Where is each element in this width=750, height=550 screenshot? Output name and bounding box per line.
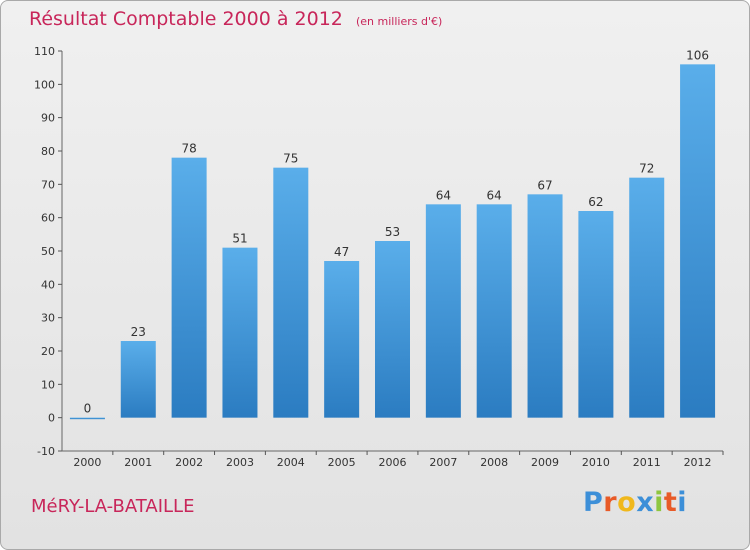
y-tick-label: 20 <box>41 345 55 358</box>
y-tick-label: 40 <box>41 278 55 291</box>
y-tick-label: -10 <box>37 445 55 458</box>
x-tick-label-2005: 2005 <box>328 456 356 469</box>
bar-2010 <box>578 211 614 418</box>
y-tick-label: 50 <box>41 245 55 258</box>
value-label-2004: 75 <box>283 152 298 166</box>
logo-letter: r <box>603 487 618 518</box>
x-tick-label-2000: 2000 <box>73 456 101 469</box>
y-tick-label: 30 <box>41 312 55 325</box>
value-label-2002: 78 <box>181 142 196 156</box>
logo-letter: i <box>677 487 688 518</box>
value-label-2007: 64 <box>436 188 451 202</box>
bar-2012 <box>680 64 716 418</box>
commune-name: MéRY-LA-BATAILLE <box>31 496 195 517</box>
x-tick-label-2001: 2001 <box>124 456 152 469</box>
bar-chart: -10 0 10 20 30 40 50 60 70 80 90 100 110 0 2000 23 2001… <box>34 45 724 469</box>
value-label-2011: 72 <box>639 162 654 176</box>
bar-2008 <box>476 204 512 418</box>
x-tick-label-2002: 2002 <box>175 456 203 469</box>
logo-letter: i <box>654 487 664 518</box>
bar-2005 <box>324 261 360 418</box>
y-tick-label: 100 <box>34 78 55 91</box>
x-tick-label-2006: 2006 <box>379 456 407 469</box>
x-tick-label-2010: 2010 <box>582 456 610 469</box>
bar-2011 <box>629 177 665 418</box>
value-label-2000: 0 <box>84 402 92 416</box>
logo-letter: x <box>636 487 655 518</box>
bar-2009 <box>527 194 563 418</box>
x-tick-label-2011: 2011 <box>633 456 661 469</box>
y-tick-label: 80 <box>41 145 55 158</box>
x-tick-label-2003: 2003 <box>226 456 254 469</box>
x-tick-label-2004: 2004 <box>277 456 305 469</box>
x-tick-label-2007: 2007 <box>429 456 457 469</box>
bar-2003 <box>222 247 258 418</box>
y-tick-label: 0 <box>48 412 55 425</box>
y-tick-label: 60 <box>41 212 55 225</box>
bar-2007 <box>425 204 461 418</box>
value-label-2009: 67 <box>537 178 552 192</box>
value-label-2010: 62 <box>588 195 603 209</box>
bar-2000 <box>69 417 105 420</box>
y-tick-label: 70 <box>41 178 55 191</box>
value-label-2001: 23 <box>131 325 146 339</box>
y-tick-label: 10 <box>41 378 55 391</box>
chart-title-unit: (en milliers d'€) <box>355 15 443 28</box>
x-tick-label-2008: 2008 <box>480 456 508 469</box>
proxiti-logo: Proxiti <box>583 487 687 518</box>
value-label-2006: 53 <box>385 225 400 239</box>
bar-2001 <box>120 341 156 418</box>
chart-title-main: Résultat Comptable 2000 à 2012 <box>29 8 343 30</box>
value-label-2008: 64 <box>487 188 502 202</box>
value-label-2012: 106 <box>686 48 709 62</box>
logo-letter: t <box>663 487 678 518</box>
x-tick-label-2009: 2009 <box>531 456 559 469</box>
y-tick-label: 110 <box>34 45 55 58</box>
bar-2002 <box>171 157 207 418</box>
y-tick-label: 90 <box>41 112 55 125</box>
logo-letter: o <box>617 487 637 518</box>
bar-2004 <box>273 167 309 418</box>
logo-letter: P <box>583 487 604 518</box>
bar-2006 <box>375 241 410 418</box>
chart-title: Résultat Comptable 2000 à 2012 (en milli… <box>29 8 442 30</box>
x-tick-label-2012: 2012 <box>684 456 712 469</box>
value-label-2003: 51 <box>232 232 247 246</box>
value-label-2005: 47 <box>334 245 349 259</box>
